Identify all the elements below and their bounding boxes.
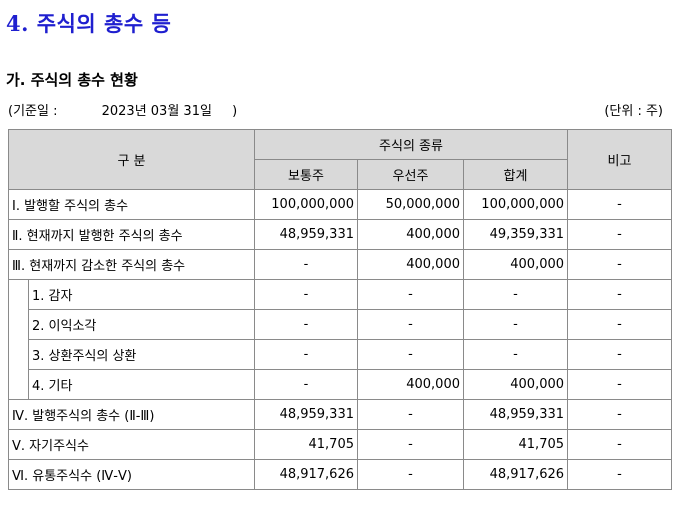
cell-common: 48,959,331 [254,219,358,250]
row-label: Ⅳ. 발행주식의 총수 (Ⅱ-Ⅲ) [8,399,255,430]
table-row: Ⅵ. 유통주식수 (Ⅳ-Ⅴ) 48,917,626 - 48,917,626 - [8,459,673,490]
row-label: Ⅱ. 현재까지 발행한 주식의 총수 [8,219,255,250]
stock-total-table: 구 분 주식의 종류 비고 보통주 우선주 합계 Ⅰ. 발행할 주식의 총수 1… [8,129,673,490]
cell-total: 100,000,000 [462,189,569,220]
cell-preferred: - [357,339,464,370]
cell-remark: - [567,189,673,220]
cell-remark: - [567,369,673,400]
cell-total: 49,359,331 [462,219,569,250]
cell-preferred: - [357,399,464,430]
row-label: 3. 상환주식의 상환 [28,339,255,370]
cell-remark: - [567,429,673,460]
basis-date-line: (기준일 : 2023년 03월 31일 ) [8,100,237,119]
row-label: 4. 기타 [28,369,255,400]
cell-common: 100,000,000 [254,189,358,220]
table-row: Ⅰ. 발행할 주식의 총수 100,000,000 50,000,000 100… [8,189,673,220]
cell-preferred: 50,000,000 [357,189,464,220]
sub-title: 가. 주식의 총수 현황 [6,71,138,89]
cell-total: 48,917,626 [462,459,569,490]
basis-label: (기준일 : [8,104,58,119]
cell-common: - [254,339,358,370]
header-category: 구 분 [8,129,255,190]
cell-common: 48,917,626 [254,459,358,490]
header-stock-type: 주식의 종류 [253,129,569,160]
table-row: 4. 기타 - 400,000 400,000 - [9,369,673,400]
cell-common: - [254,369,358,400]
header-common: 보통주 [254,159,358,190]
basis-close: ) [232,104,238,119]
table-row: 2. 이익소각 - - - - [9,309,673,340]
cell-remark: - [567,279,673,310]
cell-preferred: - [357,309,464,340]
header-preferred: 우선주 [357,159,464,190]
row-label: Ⅰ. 발행할 주식의 총수 [8,189,255,220]
basis-date: 2023년 03월 31일 [101,104,212,119]
cell-preferred: 400,000 [357,369,464,400]
cell-remark: - [567,219,673,250]
table-row: Ⅴ. 자기주식수 41,705 - 41,705 - [8,429,673,460]
cell-total: - [462,309,569,340]
cell-common: - [254,249,358,280]
table-row: Ⅳ. 발행주식의 총수 (Ⅱ-Ⅲ) 48,959,331 - 48,959,33… [8,399,673,430]
cell-total: - [462,279,569,310]
table-row: Ⅱ. 현재까지 발행한 주식의 총수 48,959,331 400,000 49… [8,219,673,250]
row-label: Ⅲ. 현재까지 감소한 주식의 총수 [8,249,255,280]
indent-cell [8,279,29,400]
cell-total: 48,959,331 [462,399,569,430]
cell-common: - [254,279,358,310]
section-title: 4. 주식의 총수 등 [6,11,172,36]
header-remark: 비고 [567,129,673,190]
table-row: 1. 감자 - - - - [8,279,673,400]
row-label: Ⅵ. 유통주식수 (Ⅳ-Ⅴ) [8,459,255,490]
cell-remark: - [567,339,673,370]
cell-common: - [254,309,358,340]
cell-preferred: - [357,459,464,490]
cell-common: 41,705 [254,429,358,460]
cell-total: 41,705 [462,429,569,460]
cell-common: 48,959,331 [254,399,358,430]
row-label: 1. 감자 [28,279,255,310]
cell-remark: - [567,459,673,490]
cell-preferred: 400,000 [357,219,464,250]
unit-label: (단위 : 주) [604,104,663,119]
row-label: Ⅴ. 자기주식수 [8,429,255,460]
table-row: 3. 상환주식의 상환 - - - - [9,339,673,370]
table-row: Ⅲ. 현재까지 감소한 주식의 총수 - 400,000 400,000 - [8,249,673,280]
row-label: 2. 이익소각 [28,309,255,340]
cell-remark: - [567,309,673,340]
header-total: 합계 [462,159,569,190]
cell-preferred: - [357,279,464,310]
cell-total: - [462,339,569,370]
cell-remark: - [567,249,673,280]
cell-preferred: - [357,429,464,460]
cell-remark: - [567,399,673,430]
cell-preferred: 400,000 [357,249,464,280]
cell-total: 400,000 [462,369,569,400]
cell-total: 400,000 [462,249,569,280]
